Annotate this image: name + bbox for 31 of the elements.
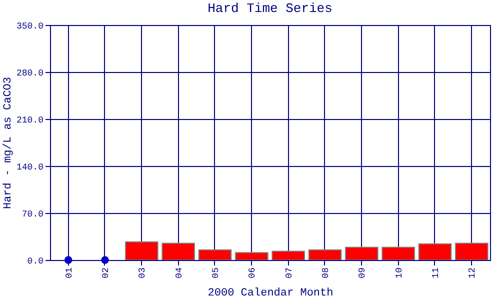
- y-axis-title: Hard - mg/L as CaCO3: [2, 76, 14, 210]
- y-tick-label: 0.0: [27, 256, 44, 266]
- bar: [198, 249, 232, 260]
- bar: [345, 246, 378, 260]
- y-tick-label: 140.0: [16, 162, 44, 172]
- chart-title: Hard Time Series: [208, 1, 332, 16]
- x-tick-label: 09: [358, 268, 368, 278]
- x-tick-label: 02: [101, 268, 111, 278]
- x-tick-label: 12: [468, 268, 478, 278]
- bar: [455, 242, 488, 260]
- x-tick-label: 10: [394, 268, 404, 278]
- x-tick-label: 04: [174, 268, 184, 278]
- x-axis-title: 2000 Calendar Month: [208, 287, 334, 300]
- x-tick-label: 05: [211, 268, 221, 278]
- bar: [235, 252, 268, 260]
- x-tick-label: 03: [138, 268, 148, 278]
- x-tick-label: 07: [284, 268, 294, 278]
- x-tick-label: 06: [248, 268, 258, 278]
- x-tick-label: 01: [64, 268, 74, 278]
- x-tick-label: 08: [321, 268, 331, 278]
- y-tick-label: 210.0: [16, 116, 44, 126]
- y-tick-label: 350.0: [16, 22, 44, 32]
- bar: [418, 243, 452, 260]
- y-tick-label: 70.0: [22, 210, 44, 220]
- bar: [125, 241, 158, 260]
- bar: [162, 242, 195, 260]
- x-tick-label: 11: [431, 268, 441, 278]
- bar: [308, 249, 342, 260]
- bar: [382, 246, 415, 260]
- bar: [272, 250, 305, 260]
- y-tick-label: 280.0: [16, 68, 44, 78]
